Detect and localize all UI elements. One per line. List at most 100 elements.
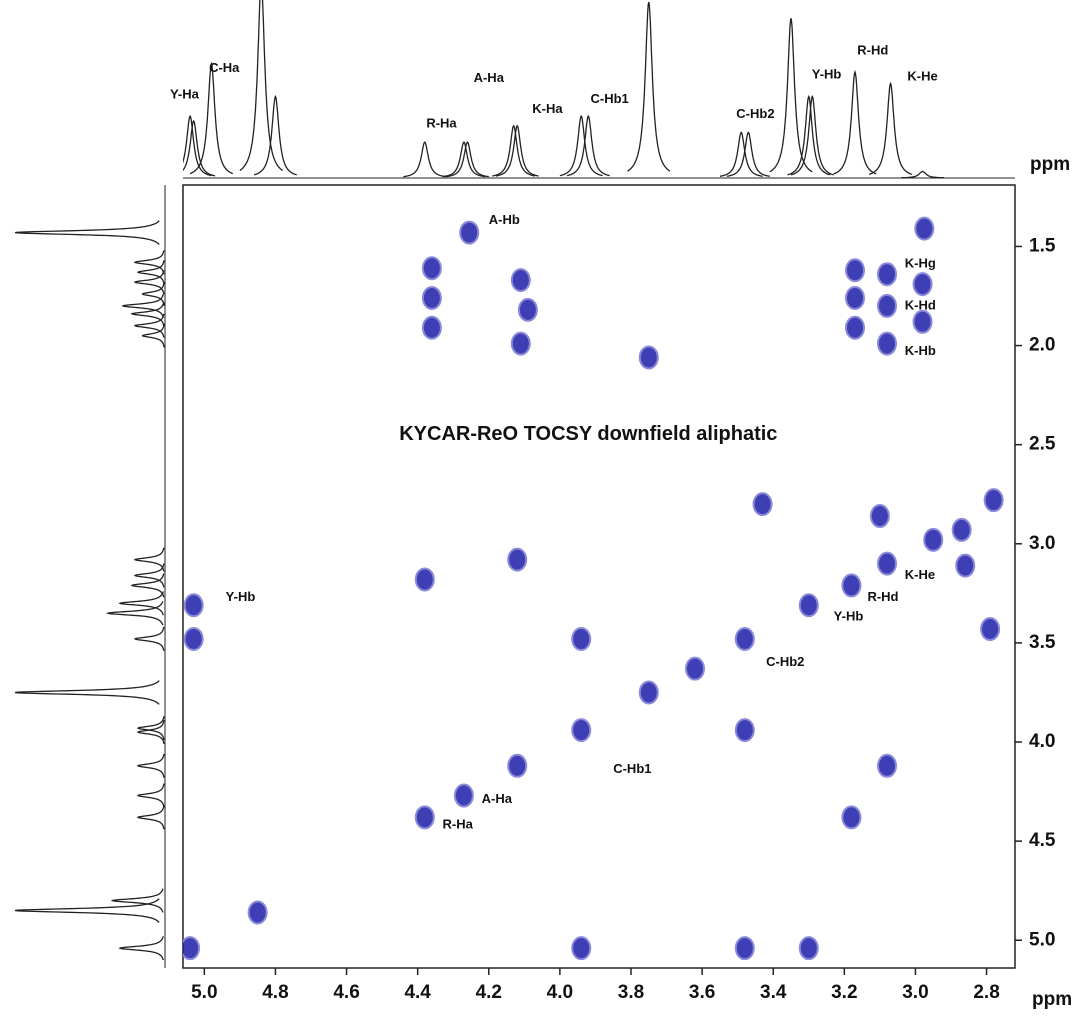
top-trace: [169, 0, 1015, 178]
cross-peak: [736, 937, 754, 959]
peak-label: R-Ha: [443, 817, 474, 832]
left-trace: [15, 185, 165, 968]
y-tick-label: 2.5: [1029, 434, 1056, 455]
peak-label: R-Hd: [867, 589, 898, 604]
x-tick-label: 4.6: [333, 982, 359, 1003]
left-peak: [15, 221, 159, 245]
top-peak: [627, 2, 670, 171]
x-tick-label: 3.4: [760, 982, 787, 1003]
cross-peak: [914, 273, 932, 295]
cross-peak: [846, 317, 864, 339]
cross-peak: [423, 287, 441, 309]
left-peak: [135, 627, 164, 651]
cross-peak: [914, 311, 932, 333]
cross-peak: [181, 937, 199, 959]
y-tick-label: 4.5: [1029, 830, 1056, 851]
peak-label: K-Hg: [905, 256, 936, 271]
cross-peak: [572, 719, 590, 741]
top-peak-label: A-Ha: [474, 70, 505, 85]
chart: ppm ppm 5.04.84.64.44.24.03.83.63.43.23.…: [0, 0, 1089, 1015]
left-peak: [138, 754, 164, 778]
cross-peak: [878, 295, 896, 317]
x-axis-label: ppm: [1032, 989, 1072, 1010]
left-peak: [15, 681, 159, 705]
top-peak: [770, 18, 813, 172]
cross-peak: [878, 333, 896, 355]
left-peak: [120, 936, 163, 960]
x-tick-label: 4.2: [476, 982, 502, 1003]
left-peak: [132, 302, 164, 326]
peak-label: K-He: [905, 567, 935, 582]
left-peak: [138, 784, 164, 808]
peak-label: C-Hb1: [613, 761, 651, 776]
left-peak: [135, 548, 164, 572]
cross-peak: [249, 901, 267, 923]
cross-peak: [878, 263, 896, 285]
cross-peak: [416, 568, 434, 590]
cross-peak: [985, 489, 1003, 511]
cross-peak: [842, 574, 860, 596]
top-axis-label: ppm: [1030, 154, 1070, 175]
cross-peak: [508, 755, 526, 777]
top-peak: [720, 132, 763, 176]
top-peak-label: C-Hb1: [591, 91, 629, 106]
cross-peak: [800, 937, 818, 959]
cross-peak: [455, 785, 473, 807]
top-peak-label: R-Ha: [426, 116, 457, 131]
peak-label: K-Hd: [905, 297, 936, 312]
y-tick-label: 2.0: [1029, 335, 1055, 356]
peak-label: K-Hb: [905, 343, 936, 358]
cross-peak: [878, 553, 896, 575]
cross-peak: [956, 555, 974, 577]
y-tick-label: 1.5: [1029, 235, 1056, 256]
top-peak: [834, 72, 877, 174]
cross-peak: [423, 257, 441, 279]
cross-peak: [572, 937, 590, 959]
cross-peak: [846, 259, 864, 281]
top-peak-label: C-Ha: [209, 60, 240, 75]
cross-peak: [915, 218, 933, 240]
top-peak-label: Y-Ha: [170, 86, 200, 101]
x-tick-label: 4.8: [262, 982, 288, 1003]
cross-peak: [878, 755, 896, 777]
top-peak-label: K-He: [907, 68, 937, 83]
cross-peak: [981, 618, 999, 640]
left-peak: [138, 806, 164, 830]
top-peak-label: K-Ha: [532, 101, 563, 116]
y-tick-label: 3.0: [1029, 533, 1055, 554]
cross-peak: [460, 222, 478, 244]
cross-peak: [754, 493, 772, 515]
top-peak: [567, 116, 610, 176]
top-peak: [869, 84, 912, 175]
cross-peak: [423, 317, 441, 339]
x-tick-label: 4.4: [404, 982, 431, 1003]
top-peak-label: C-Hb2: [736, 106, 774, 121]
cross-peak: [924, 529, 942, 551]
y-tick-label: 4.0: [1029, 731, 1055, 752]
top-peak: [727, 132, 770, 176]
peak-label: Y-Hb: [834, 609, 864, 624]
x-tick-label: 3.2: [831, 982, 857, 1003]
top-peak-label: Y-Hb: [812, 67, 842, 82]
top-peak: [172, 121, 215, 176]
cross-peak: [512, 333, 530, 355]
cross-peak: [871, 505, 889, 527]
cross-peak: [519, 299, 537, 321]
cross-peak: [512, 269, 530, 291]
cross-peak: [572, 628, 590, 650]
cross-peak: [686, 658, 704, 680]
cross-peak: [846, 287, 864, 309]
cross-peak: [185, 594, 203, 616]
top-peak: [560, 116, 603, 176]
x-tick-label: 3.0: [902, 982, 928, 1003]
cross-peak: [185, 628, 203, 650]
top-peak-label: R-Hd: [857, 42, 888, 57]
y-tick-label: 5.0: [1029, 929, 1055, 950]
cross-peak: [640, 346, 658, 368]
peak-label: A-Ha: [482, 791, 513, 806]
top-peak: [403, 142, 446, 177]
chart-title: KYCAR-ReO TOCSY downfield aliphatic: [399, 423, 777, 445]
x-tick-label: 4.0: [547, 982, 573, 1003]
cross-peak: [736, 628, 754, 650]
top-peak: [240, 0, 283, 171]
